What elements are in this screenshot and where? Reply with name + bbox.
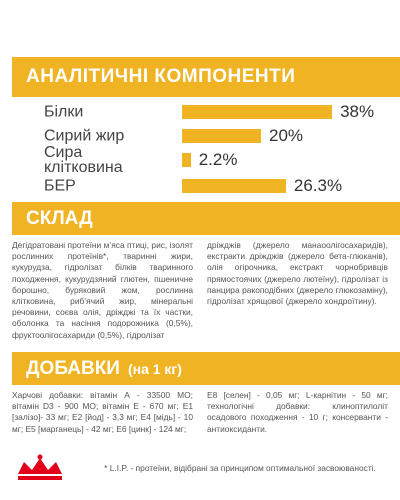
value-label: 20% [269,126,304,145]
value-label: 38% [340,102,375,121]
bar-row: Білки 38% [0,100,400,124]
category-label: Сирий жир [44,127,125,145]
paragraph: дріжджів (джерело манаоолігосахаридів), … [207,240,388,307]
bar [182,105,333,119]
bar-row: БЕР 26.3% [0,174,400,198]
brand-logo [18,454,62,480]
category-label: Сира клітковина [44,144,123,176]
paragraph: Е8 [селен] - 0,05 мг; L-карнітин - 50 мг… [207,390,388,434]
bar [182,179,286,193]
category-label: Білки [44,103,84,121]
section-title: ДОБАВКИ [26,357,120,379]
bar-row: Сирий жир 20% [0,124,400,148]
footnote: * L.I.P. - протеїни, відібрані за принци… [104,463,376,473]
section-header: ДОБАВКИ (на 1 кг) [12,352,400,385]
value-label: 2.2% [198,150,238,169]
section-subtitle: (на 1 кг) [127,360,182,377]
bar [182,153,191,167]
value-label: 26.3% [293,176,343,195]
paragraph: Харчові добавки: вітамін А - 33500 МО; в… [12,390,193,434]
section-header: СКЛАД [12,202,400,235]
section-header: АНАЛІТИЧНІ КОМПОНЕНТИ [12,57,400,97]
paragraph: Дегідратовані протеїни м’яса птиці, рис,… [12,240,193,340]
category-label: БЕР [44,177,76,195]
bar-row: Сира клітковина 2.2% [0,144,400,176]
composition-text: Дегідратовані протеїни м’яса птиці, рис,… [12,240,388,341]
additives-text: Харчові добавки: вітамін А - 33500 МО; в… [12,390,388,435]
bar [182,129,261,143]
